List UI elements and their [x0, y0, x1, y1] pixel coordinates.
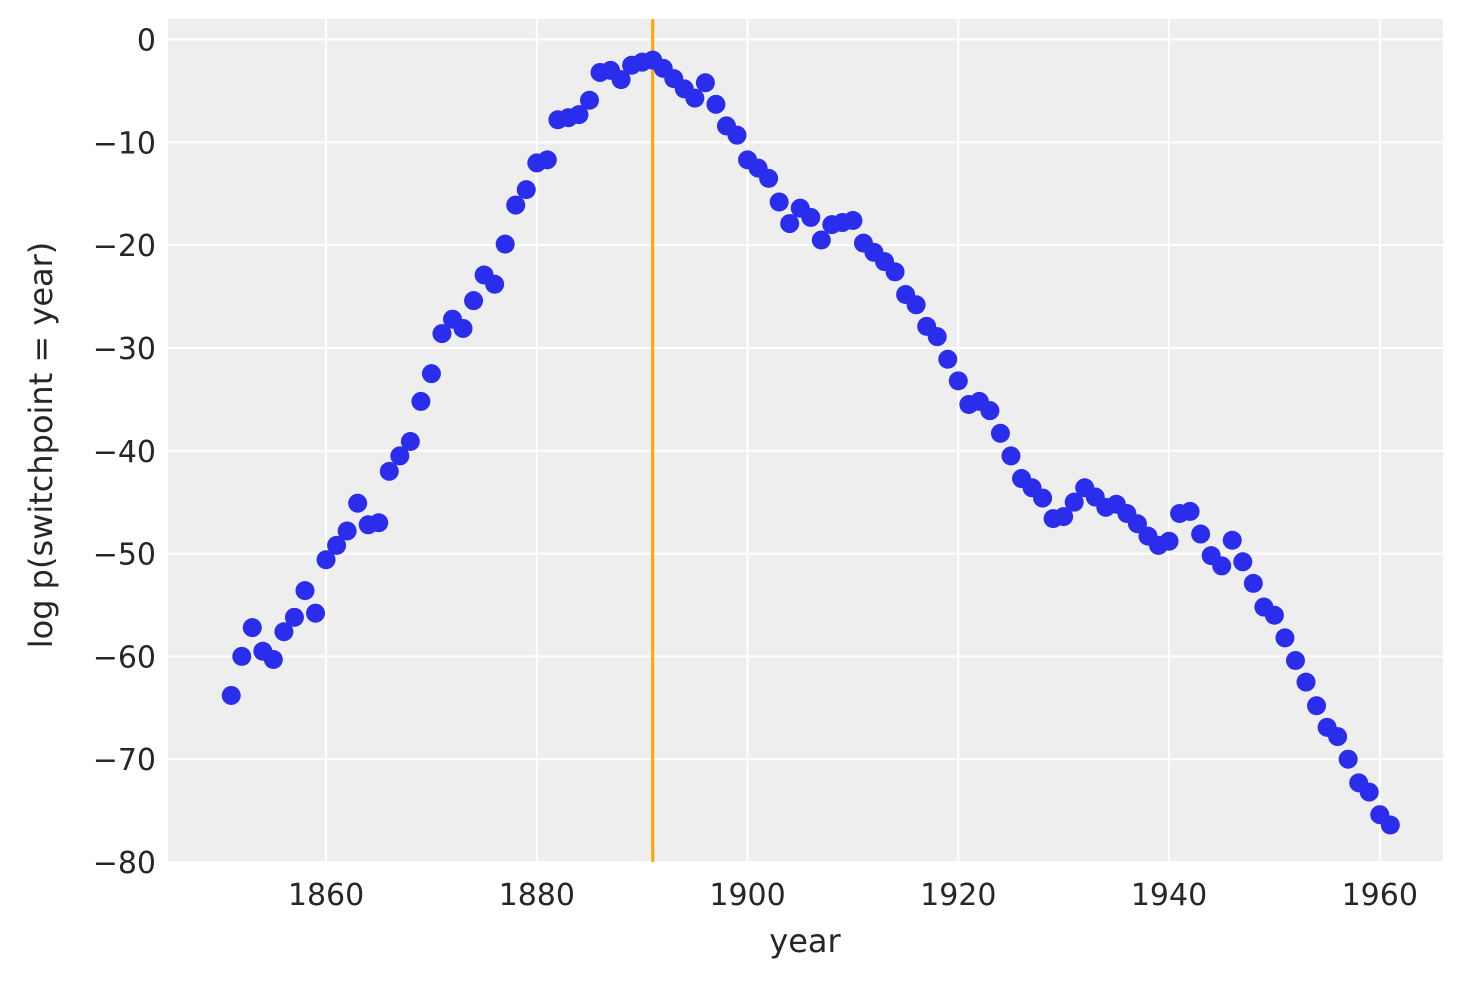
y-tick-label: −80: [93, 846, 156, 881]
data-point: [811, 230, 831, 250]
data-point: [1064, 492, 1084, 512]
data-point: [569, 105, 589, 125]
y-tick-label: −20: [93, 229, 156, 264]
x-tick-label: 1860: [288, 878, 364, 913]
y-tick-label: −60: [93, 640, 156, 675]
data-point: [948, 371, 968, 391]
data-point: [1328, 727, 1348, 747]
data-points: [221, 50, 1400, 835]
x-tick-label: 1960: [1342, 878, 1418, 913]
data-point: [263, 649, 283, 669]
x-axis-label: year: [769, 922, 841, 960]
data-point: [706, 94, 726, 114]
data-point: [695, 73, 715, 93]
data-point: [1212, 556, 1232, 576]
data-point: [1222, 530, 1242, 550]
y-tick-label: −10: [93, 126, 156, 161]
data-point: [485, 274, 505, 294]
y-axis-label: log p(switchpoint = year): [22, 242, 60, 649]
data-point: [453, 318, 473, 338]
data-point: [801, 207, 821, 227]
data-point: [1307, 696, 1327, 716]
data-point: [1159, 531, 1179, 551]
data-point: [369, 513, 389, 533]
data-point: [242, 618, 262, 638]
data-point: [685, 88, 705, 108]
y-tick-label: −30: [93, 332, 156, 367]
data-point: [506, 195, 526, 215]
data-point: [727, 125, 747, 145]
data-point: [221, 685, 241, 705]
y-tick-label: −70: [93, 743, 156, 778]
data-point: [1001, 446, 1021, 466]
data-point: [411, 391, 431, 411]
data-point: [759, 168, 779, 188]
data-point: [1233, 552, 1253, 572]
x-tick-label: 1900: [709, 878, 785, 913]
data-point: [579, 90, 599, 110]
data-point: [780, 214, 800, 234]
data-point: [316, 550, 336, 570]
data-point: [1359, 782, 1379, 802]
data-point: [516, 180, 536, 200]
data-point: [938, 349, 958, 369]
data-point: [885, 262, 905, 282]
plot-area: [168, 19, 1443, 862]
data-point: [537, 150, 557, 170]
data-point: [464, 291, 484, 311]
x-tick-label: 1920: [920, 878, 996, 913]
data-point: [1191, 524, 1211, 544]
data-point: [1127, 514, 1147, 534]
data-point: [1264, 605, 1284, 625]
y-tick-label: −50: [93, 538, 156, 573]
y-axis-ticks: 0 −10 −20 −30 −40 −50 −60 −70 −80: [93, 24, 156, 881]
data-point: [927, 327, 947, 347]
data-point: [284, 607, 304, 627]
data-point: [1296, 672, 1316, 692]
x-tick-label: 1880: [499, 878, 575, 913]
data-point: [1338, 749, 1358, 769]
y-tick-label: −40: [93, 435, 156, 470]
y-tick-label: 0: [137, 24, 156, 59]
data-point: [295, 581, 315, 601]
data-point: [337, 521, 357, 541]
data-point: [421, 364, 441, 384]
data-point: [843, 210, 863, 230]
x-axis-ticks: 1860 1880 1900 1920 1940 1960: [288, 878, 1418, 913]
data-point: [1243, 573, 1263, 593]
data-point: [980, 401, 1000, 421]
data-point: [906, 295, 926, 315]
data-point: [1275, 628, 1295, 648]
data-point: [1180, 501, 1200, 521]
data-point: [232, 646, 252, 666]
data-point: [306, 603, 326, 623]
data-point: [400, 432, 420, 452]
data-point: [1285, 651, 1305, 671]
data-point: [769, 192, 789, 212]
data-point: [1033, 488, 1053, 508]
data-point: [611, 70, 631, 90]
data-point: [348, 493, 368, 513]
data-point: [379, 461, 399, 481]
data-point: [274, 622, 294, 642]
data-point: [327, 535, 347, 555]
data-point: [432, 324, 452, 344]
data-point: [390, 446, 410, 466]
grid: [168, 19, 1443, 863]
x-tick-label: 1940: [1131, 878, 1207, 913]
data-point: [990, 423, 1010, 443]
data-point: [1054, 507, 1074, 527]
data-point: [495, 234, 515, 254]
data-point: [1380, 815, 1400, 835]
